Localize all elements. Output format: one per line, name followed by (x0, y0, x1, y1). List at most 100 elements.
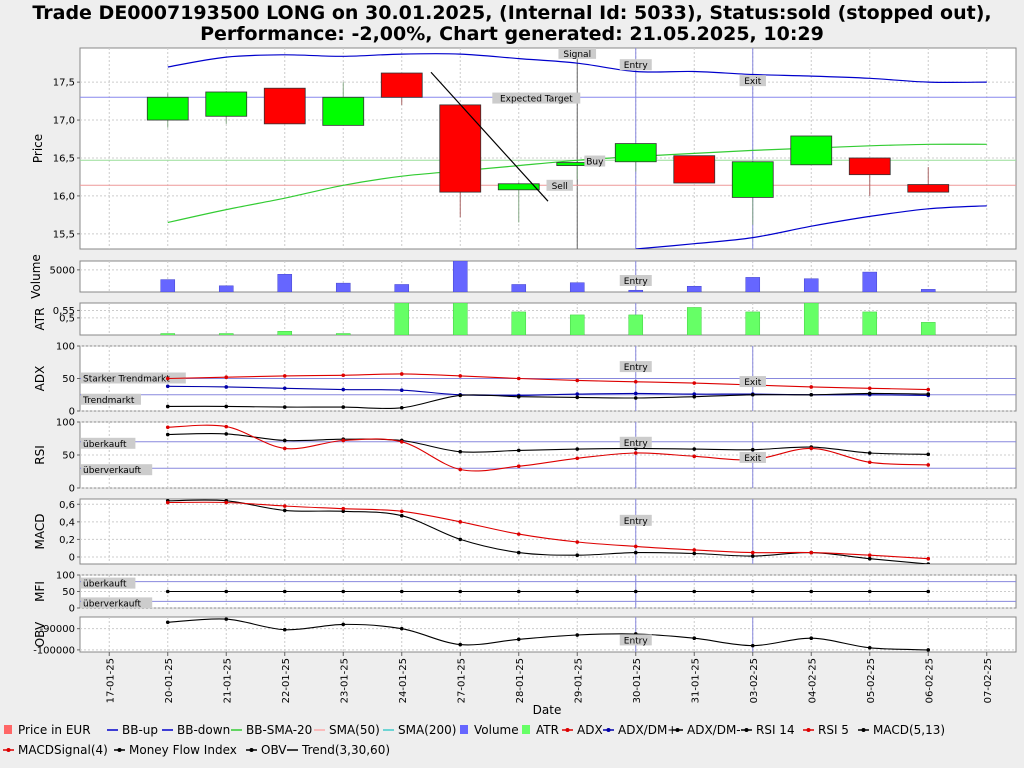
obv-point (575, 633, 580, 637)
legend-swatch-dot (249, 748, 254, 752)
y-tick-label: 50 (62, 451, 75, 462)
volume-bar (569, 282, 585, 292)
dm-minus-point (809, 392, 814, 397)
y-tick-label: 100 (56, 418, 75, 429)
adx-point (692, 381, 697, 385)
legend-swatch-dot (117, 748, 122, 752)
volume-bar (511, 284, 527, 292)
adx-point (282, 374, 287, 378)
x-tick-label: 23-01-25 (339, 658, 350, 703)
x-tick-label: 17-01-25 (105, 658, 116, 703)
y-tick-label: 50 (62, 587, 75, 598)
obv-point (516, 637, 521, 642)
panel-volume: 5000 Volume Entry (29, 254, 1017, 299)
adx-point (633, 379, 638, 384)
y-tick-label: -100000 (33, 645, 75, 656)
dm-minus-line (167, 392, 929, 410)
legend-item-label: ATR (536, 723, 559, 737)
macd-point (282, 508, 287, 513)
x-tick-label: 06-02-25 (924, 658, 935, 703)
adx-point (399, 372, 404, 376)
legend-item-label: BB-SMA-20 (246, 723, 312, 737)
macd-point (575, 553, 580, 558)
rsi14-point (575, 447, 580, 451)
volume-bar (160, 279, 176, 292)
x-tick-label: 21-01-25 (222, 658, 233, 703)
panel-price: 15,5 16,0 16,5 17,0 17,5 Price Signal Entry Expe… (31, 47, 1017, 250)
entry-label: Entry (624, 277, 649, 287)
obv-line (167, 618, 929, 651)
atr-bar (920, 322, 936, 335)
panel-volume-plot-area (79, 260, 1017, 293)
adx-point (516, 376, 521, 381)
atr-bar (160, 333, 176, 335)
legend-item-label: MACDSignal(4) (18, 743, 108, 757)
y-tick-label: 0,4 (59, 517, 75, 528)
macd-point (633, 550, 638, 555)
panel-adx-content: Starker Trendmarkt Trendmarkt Entry Exit (80, 346, 1016, 411)
candle-body (790, 135, 833, 166)
candle-body (731, 161, 774, 198)
volume-bar (686, 285, 702, 292)
atr-bar (686, 307, 702, 335)
bb-down-line (635, 205, 987, 249)
panel-volume-content: Entry (160, 261, 936, 292)
annotation-bg (619, 59, 652, 71)
entry-label-bg (619, 275, 652, 286)
x-tick-label: 28-01-25 (515, 658, 526, 703)
level-label: überverkauft (83, 466, 142, 476)
atr-bar (569, 314, 585, 335)
annotation-bg (739, 75, 766, 87)
rsi14-point (692, 447, 697, 451)
dm-minus-point (867, 391, 872, 396)
legend-item-label: RSI 5 (818, 723, 849, 737)
macd-point (750, 554, 755, 558)
adx-point (458, 374, 463, 378)
level-label-bg (81, 372, 186, 384)
adx-point (926, 387, 931, 392)
legend-item-label: Trend(3,30,60) (301, 743, 390, 757)
entry-label-bg (619, 436, 652, 448)
panel-macd-content: Entry (165, 499, 931, 564)
volume-bar (803, 278, 819, 292)
level-label-bg (81, 597, 153, 608)
legend-swatch-dot (606, 728, 611, 732)
volume-bar (335, 282, 351, 292)
dm-plus-point (224, 385, 229, 389)
rsi5-point (165, 425, 170, 430)
atr-bar (394, 303, 410, 335)
panel-obv-plot-area (79, 616, 1017, 653)
mfi-point (867, 589, 872, 594)
panel-atr: 0,50,55 ATR (33, 302, 1017, 336)
dm-minus-point (750, 392, 755, 397)
panel-obv-content: Entry (165, 617, 931, 652)
level-label: Starker Trendmarkt (83, 375, 170, 385)
rsi5-point (399, 440, 404, 444)
level-label-bg (81, 393, 141, 405)
annotation-bg (492, 92, 581, 104)
obv-point (399, 626, 404, 631)
annotation: Entry (624, 61, 649, 71)
macd-signal-line (167, 501, 929, 560)
macd-signal-point (458, 520, 463, 524)
entry-label-bg (619, 514, 652, 526)
adx-point (809, 385, 814, 389)
panel-atr-content (160, 303, 936, 335)
panel-mfi-content: überkauft überverkauft (80, 575, 1016, 608)
adx-point (867, 386, 872, 391)
obv-point (809, 636, 814, 641)
y-tick-label: 17,5 (53, 78, 75, 89)
rsi5-point (926, 463, 931, 467)
y-axis-label-adx: ADX (33, 366, 47, 392)
y-axis-label-price: Price (31, 134, 45, 163)
mfi-point (282, 589, 287, 594)
level-label-bg (81, 577, 136, 589)
y-axis-label-obv: OBV (33, 621, 47, 647)
dm-plus-point (341, 387, 346, 392)
legend-swatch-dot (744, 728, 749, 732)
y-tick-label: 17,0 (53, 116, 75, 127)
macd-signal-point (399, 509, 404, 514)
candle-body (380, 72, 423, 98)
y-tick-label: 16,5 (53, 153, 75, 164)
